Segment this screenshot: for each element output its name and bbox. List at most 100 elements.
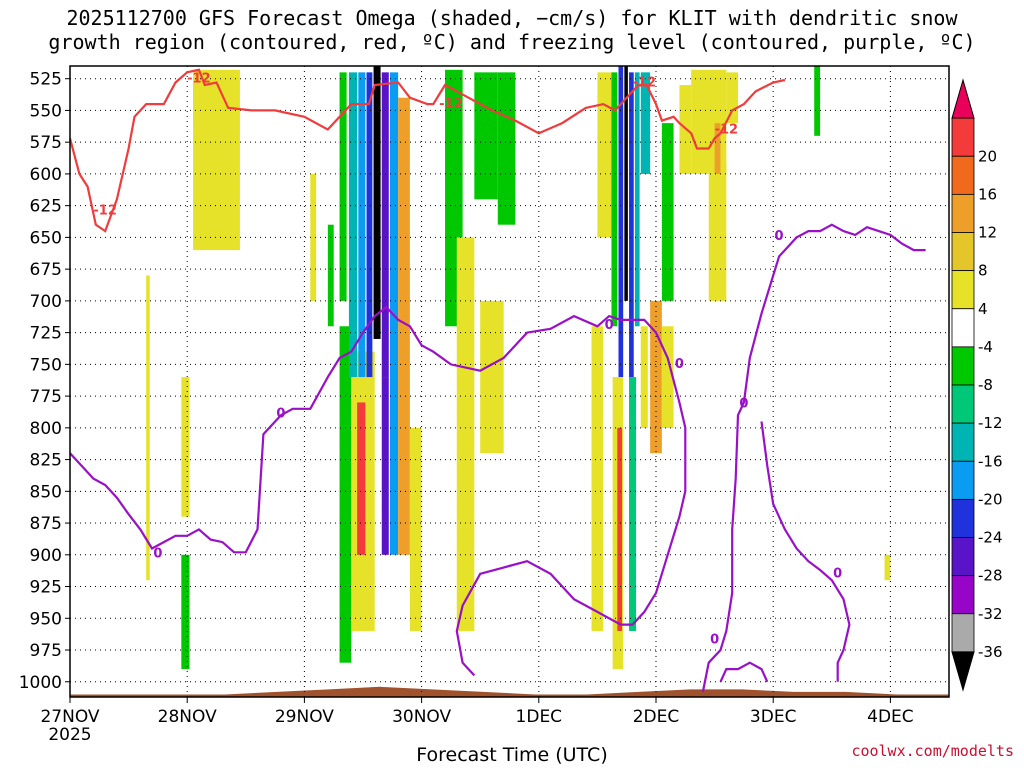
y-tick-label: 700 — [30, 292, 62, 312]
colorbar: 20 16 12 8 4 -4 -8 -12 -16 -20 -24 -28 -32 -36 — [951, 78, 1003, 692]
x-tick-label: 2DEC — [633, 707, 680, 727]
omega-cell — [327, 224, 334, 327]
credit-link[interactable]: coolwx.com/modelts — [851, 742, 1014, 760]
colorbar-swatch — [951, 232, 975, 272]
freezing-contour-line — [760, 421, 851, 682]
colorbar-swatch — [951, 270, 975, 310]
colorbar-swatch — [951, 308, 975, 348]
colorbar-tick-label: 4 — [978, 300, 988, 318]
x-tick-label: 28NOV — [158, 707, 217, 727]
y-tick-label: 775 — [30, 387, 62, 407]
colorbar-tick-label: 20 — [978, 147, 997, 165]
dgz-contour-label: -12 — [633, 75, 657, 90]
x-tick-label: 29NOV — [275, 707, 334, 727]
freezing-contour-label: 0 — [739, 397, 748, 412]
freezing-contour-line — [69, 305, 687, 677]
omega-cell — [497, 72, 516, 225]
y-tick-label: 525 — [30, 70, 62, 90]
y-tick-label: 800 — [30, 419, 62, 439]
omega-cell — [480, 300, 504, 454]
omega-cell — [339, 326, 352, 663]
colorbar-swatch — [951, 498, 975, 538]
colorbar-tick-label: -4 — [978, 338, 993, 356]
colorbar-swatch — [951, 422, 975, 462]
colorbar-swatch — [951, 117, 975, 157]
freezing-contour-label: 0 — [833, 567, 842, 582]
y-tick-label: 900 — [30, 546, 62, 566]
omega-cell — [629, 377, 637, 631]
omega-cell — [708, 161, 727, 301]
omega-cell — [181, 377, 190, 517]
omega-cell — [884, 554, 891, 581]
x-tick-year: 2025 — [48, 725, 91, 745]
omega-cell — [814, 66, 821, 136]
omega-cell — [358, 72, 366, 378]
x-tick-labels: 27NOV 28NOV 29NOV 30NOV 1DEC 2DEC 3DEC 4DEC 2025 — [40, 697, 914, 745]
omega-cell — [597, 72, 612, 238]
omega-cell — [398, 97, 410, 555]
colorbar-tick-label: -20 — [978, 490, 1003, 508]
omega-cell — [661, 123, 674, 301]
omega-cell — [456, 237, 475, 631]
omega-cell — [409, 427, 422, 631]
colorbar-tick-label: -36 — [978, 643, 1003, 661]
contour-lines: -12 -12 -12 -12 -12 0 0 0 0 0 0 0 0 — [68, 68, 926, 693]
colorbar-tick-label: -16 — [978, 452, 1003, 470]
y-tick-label: 600 — [30, 165, 62, 185]
omega-cell — [629, 72, 634, 378]
omega-cell — [634, 72, 640, 327]
omega-cell — [193, 69, 240, 251]
y-tick-label: 575 — [30, 133, 62, 153]
omega-cell — [591, 326, 604, 631]
omega-cell — [181, 554, 190, 670]
omega-cell — [617, 427, 623, 631]
y-tick-label: 1000 — [19, 673, 62, 693]
x-tick-label: 4DEC — [867, 707, 914, 727]
omega-cell — [618, 66, 624, 378]
omega-cell — [357, 402, 366, 555]
x-tick-label: 3DEC — [750, 707, 797, 727]
omega-cell — [193, 69, 199, 124]
y-tick-label: 825 — [30, 451, 62, 471]
freezing-contour-line — [719, 661, 769, 683]
omega-cell — [611, 72, 618, 327]
omega-cell — [726, 72, 739, 124]
dgz-contour-label: -12 — [93, 204, 117, 219]
freezing-contour-label: 0 — [276, 407, 285, 422]
colorbar-tick-label: 16 — [978, 185, 997, 203]
y-tick-label: 950 — [30, 609, 62, 629]
plot-frame — [69, 65, 950, 698]
colorbar-swatch — [951, 346, 975, 386]
colorbar-swatch — [951, 155, 975, 195]
x-axis-label: Forecast Time (UTC) — [416, 744, 608, 766]
omega-cell — [146, 275, 150, 581]
dgz-contour-label: -12 — [715, 122, 739, 137]
y-tick-label: 625 — [30, 197, 62, 217]
colorbar-tick-label: -12 — [978, 414, 1003, 432]
y-tick-label: 725 — [30, 324, 62, 344]
freezing-contour-line — [701, 223, 926, 693]
colorbar-tick-label: 8 — [978, 262, 988, 280]
y-tick-label: 750 — [30, 355, 62, 375]
omega-cell — [366, 72, 373, 378]
freezing-contour-label: 0 — [775, 229, 784, 244]
colorbar-tick-label: 12 — [978, 224, 997, 242]
omega-cell — [624, 66, 628, 301]
colorbar-cap-top — [951, 78, 975, 119]
colorbar-swatch — [951, 460, 975, 500]
x-tick-label: 30NOV — [392, 707, 451, 727]
omega-cell — [661, 326, 674, 428]
dgz-contour-line — [68, 68, 786, 233]
omega-cell — [348, 72, 358, 378]
omega-cell — [474, 72, 498, 200]
omega-cell — [339, 72, 347, 301]
omega-shading — [146, 66, 891, 670]
colorbar-swatch — [951, 193, 975, 233]
omega-cell — [373, 66, 381, 339]
omega-cell — [381, 72, 389, 378]
y-tick-label: 850 — [30, 482, 62, 502]
omega-cell — [640, 326, 648, 428]
freezing-contour-label: 0 — [710, 633, 719, 648]
colorbar-tick-label: -8 — [978, 376, 993, 394]
